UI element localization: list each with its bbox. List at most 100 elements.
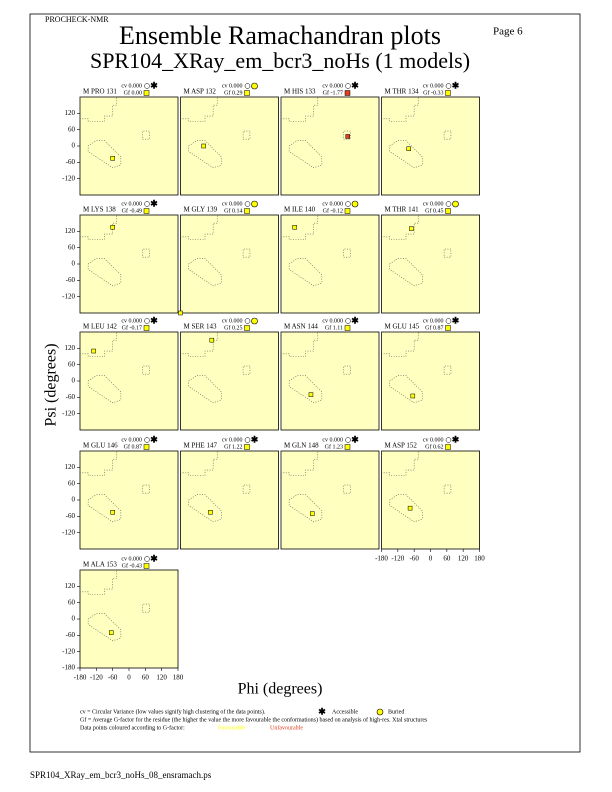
plot-area [79,569,179,669]
allowed-region [389,140,423,169]
data-point [410,393,416,399]
allowed-region [280,331,319,357]
y-axis-label: Psi (degrees) [43,343,60,426]
y-tick-label: 0 [72,496,76,504]
gf-value: Gf 0.87 [425,324,443,331]
data-point [208,510,213,515]
plot-area [280,214,380,314]
allowed-region [288,494,323,523]
x-tick-label: 180 [173,674,184,682]
y-tick-label: 60 [68,360,76,368]
cv-value: cv 0.000 [222,437,243,443]
allowed-region [188,494,222,523]
x-tick-label: -180 [375,555,388,563]
x-tick-label: 60 [142,674,150,682]
x-axis-label: Phi (degrees) [238,681,323,698]
allowed-region [280,450,319,476]
plot-area [381,450,480,550]
allowed-region [79,96,118,122]
gf-value: Gf 0.25 [224,324,242,331]
y-tick-label: -60 [66,276,76,284]
allowed-region [87,258,122,287]
x-tick-label: 60 [443,555,451,563]
gf-box [344,325,351,331]
gf-box [143,563,150,569]
cv-value: cv 0.000 [222,318,243,324]
accessible-icon: ✱ [150,81,158,91]
data-point [407,505,413,511]
gf-value: Gf -0.12 [323,207,343,214]
plot-area [79,450,179,550]
allowed-region [280,96,319,122]
data-point [110,225,115,230]
accessible-icon: ✱ [351,81,359,91]
data-point [110,156,115,161]
gf-box [143,90,150,96]
gf-value: Gf -0.33 [423,89,443,96]
allowed-region [381,96,419,122]
y-tick-label: -60 [66,393,76,401]
gf-value: Gf -0.43 [122,562,142,569]
plot-area [280,450,380,550]
accessible-icon: ✱ [351,316,359,326]
plot-area [79,214,179,314]
favourable-label: Favourable [218,725,245,731]
plot-area [79,96,179,196]
gf-box [143,325,150,331]
y-tick-label: -120 [62,647,75,655]
page-frame [29,13,581,753]
accessible-icon: ✱ [150,199,158,209]
gf-value: Gf 1.11 [325,324,343,331]
gf-value: Gf 0.45 [425,207,443,214]
data-point [292,225,297,230]
gf-value: Gf 0.14 [224,207,242,214]
residue-label: M LEU 142 [83,323,117,331]
allowed-region [180,96,218,122]
x-tick-label: 120 [156,674,167,682]
program-name: PROCHECK-NMR [45,15,109,24]
allowed-region [288,258,323,287]
allowed-region [79,450,118,476]
cv-icon [345,318,351,324]
cv-value: cv 0.000 [121,318,142,324]
data-point [110,510,115,515]
cv-icon [144,318,150,324]
allowed-region [87,375,122,404]
cv-value: cv 0.000 [222,201,243,207]
data-point [91,348,96,354]
data-point [345,134,350,139]
gf-box [244,325,250,331]
gf-value: Gf 1.22 [224,443,242,450]
gf-box [344,444,351,450]
residue-label: M GLU 145 [385,323,420,331]
allowed-region [389,375,423,404]
allowed-region [389,258,423,287]
data-point [201,143,206,149]
cv-icon [445,437,452,443]
x-tick-label: 0 [429,555,433,563]
plot-area [180,331,279,431]
x-tick-label: -120 [391,555,404,563]
residue-label: M GLN 148 [284,442,319,450]
cv-value: cv 0.000 [222,83,243,89]
accessible-icon: ✱ [452,316,460,326]
accessible-label: Accessible [332,709,358,715]
allowed-region [79,214,118,240]
allowed-region [180,331,218,357]
x-tick-label: -60 [108,674,118,682]
gf-box [344,208,351,214]
footer: cv = Circular Variance (low values signi… [80,708,428,731]
gf-box [445,325,451,331]
cv-icon [445,83,452,89]
y-tick-label: 60 [68,125,76,133]
allowed-region [389,494,423,523]
cv-icon [144,83,150,89]
data-point [310,511,315,516]
